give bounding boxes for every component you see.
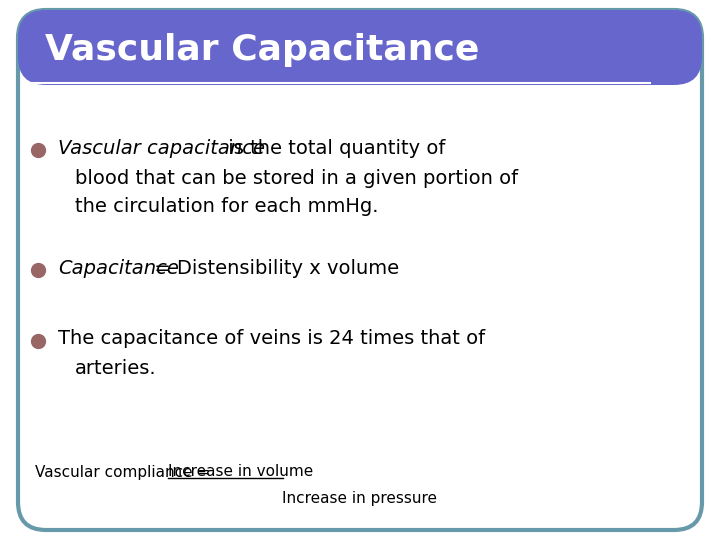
Text: Increase in volume: Increase in volume [168, 464, 314, 480]
Text: the circulation for each mmHg.: the circulation for each mmHg. [75, 197, 379, 215]
Text: Vascular capacitance: Vascular capacitance [58, 138, 265, 158]
FancyBboxPatch shape [18, 10, 702, 85]
Text: Vascular compliance =: Vascular compliance = [35, 464, 210, 480]
Text: arteries.: arteries. [75, 360, 157, 379]
Text: The capacitance of veins is 24 times that of: The capacitance of veins is 24 times tha… [58, 329, 485, 348]
Text: blood that can be stored in a given portion of: blood that can be stored in a given port… [75, 168, 518, 187]
FancyBboxPatch shape [18, 10, 702, 530]
Text: is the total quantity of: is the total quantity of [222, 138, 446, 158]
Text: Increase in pressure: Increase in pressure [282, 490, 438, 505]
Text: Vascular Capacitance: Vascular Capacitance [45, 33, 480, 67]
Text: Capacitance: Capacitance [58, 259, 179, 278]
Text: = Distensibility x volume: = Distensibility x volume [148, 259, 400, 278]
